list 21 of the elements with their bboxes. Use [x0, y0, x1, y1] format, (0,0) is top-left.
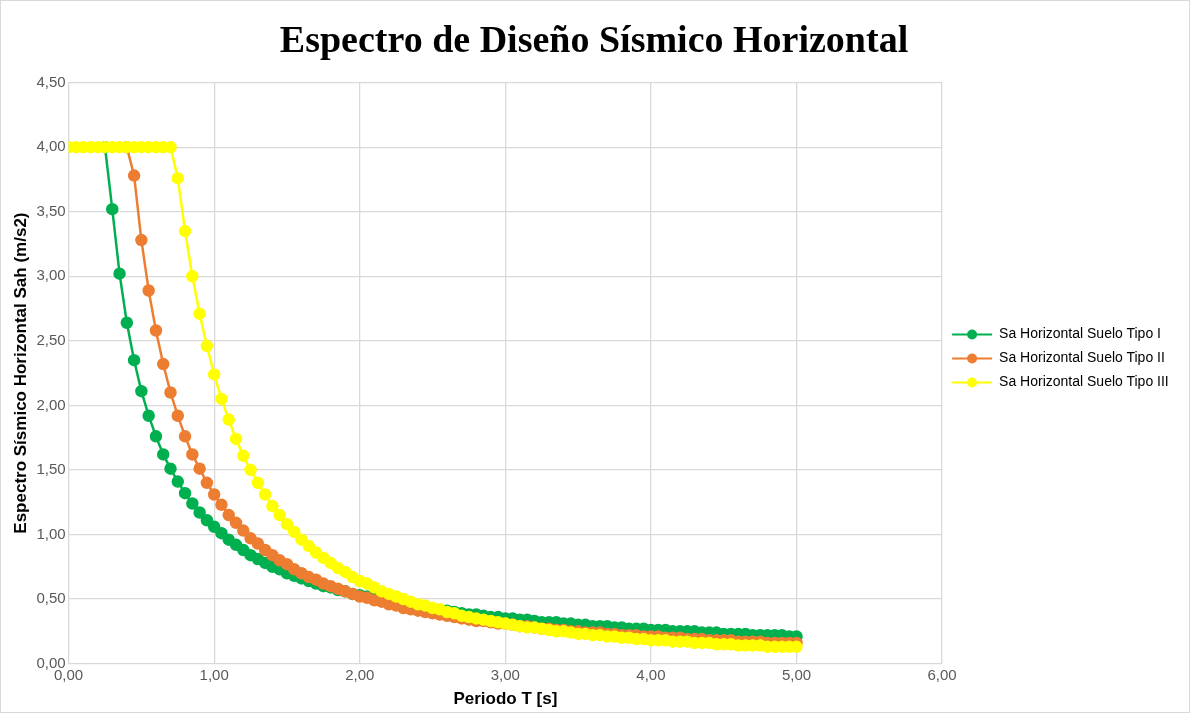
- y-tick-label: 4,00: [36, 137, 66, 155]
- y-tick-label: 1,50: [36, 460, 66, 478]
- legend-label: Sa Horizontal Suelo Tipo III: [999, 373, 1169, 390]
- x-tick-label: 2,00: [345, 665, 375, 683]
- y-tick-label: 3,50: [36, 201, 66, 219]
- x-tick-label: 1,00: [199, 665, 229, 683]
- y-axis-title: Espectro Sísmico Horizontal Sah (m/s2): [10, 212, 30, 534]
- x-tick-label: 5,00: [781, 665, 812, 683]
- y-tick-label: 0,50: [36, 589, 66, 607]
- x-tick-label: 3,00: [490, 665, 520, 683]
- x-tick-label: 4,00: [636, 665, 666, 683]
- x-tick-label: 6,00: [927, 665, 957, 683]
- legend-label: Sa Horizontal Suelo Tipo I: [999, 325, 1161, 342]
- legend-label: Sa Horizontal Suelo Tipo II: [999, 349, 1165, 366]
- y-tick-label: 3,00: [36, 266, 66, 284]
- y-tick-label: 1,00: [36, 524, 66, 542]
- x-axis-title: Periodo T [s]: [453, 689, 558, 709]
- chart-title: Espectro de Diseño Sísmico Horizontal: [279, 17, 909, 60]
- y-tick-label: 4,50: [36, 72, 66, 90]
- y-tick-label: 2,50: [36, 330, 66, 348]
- y-tick-label: 2,00: [36, 395, 66, 413]
